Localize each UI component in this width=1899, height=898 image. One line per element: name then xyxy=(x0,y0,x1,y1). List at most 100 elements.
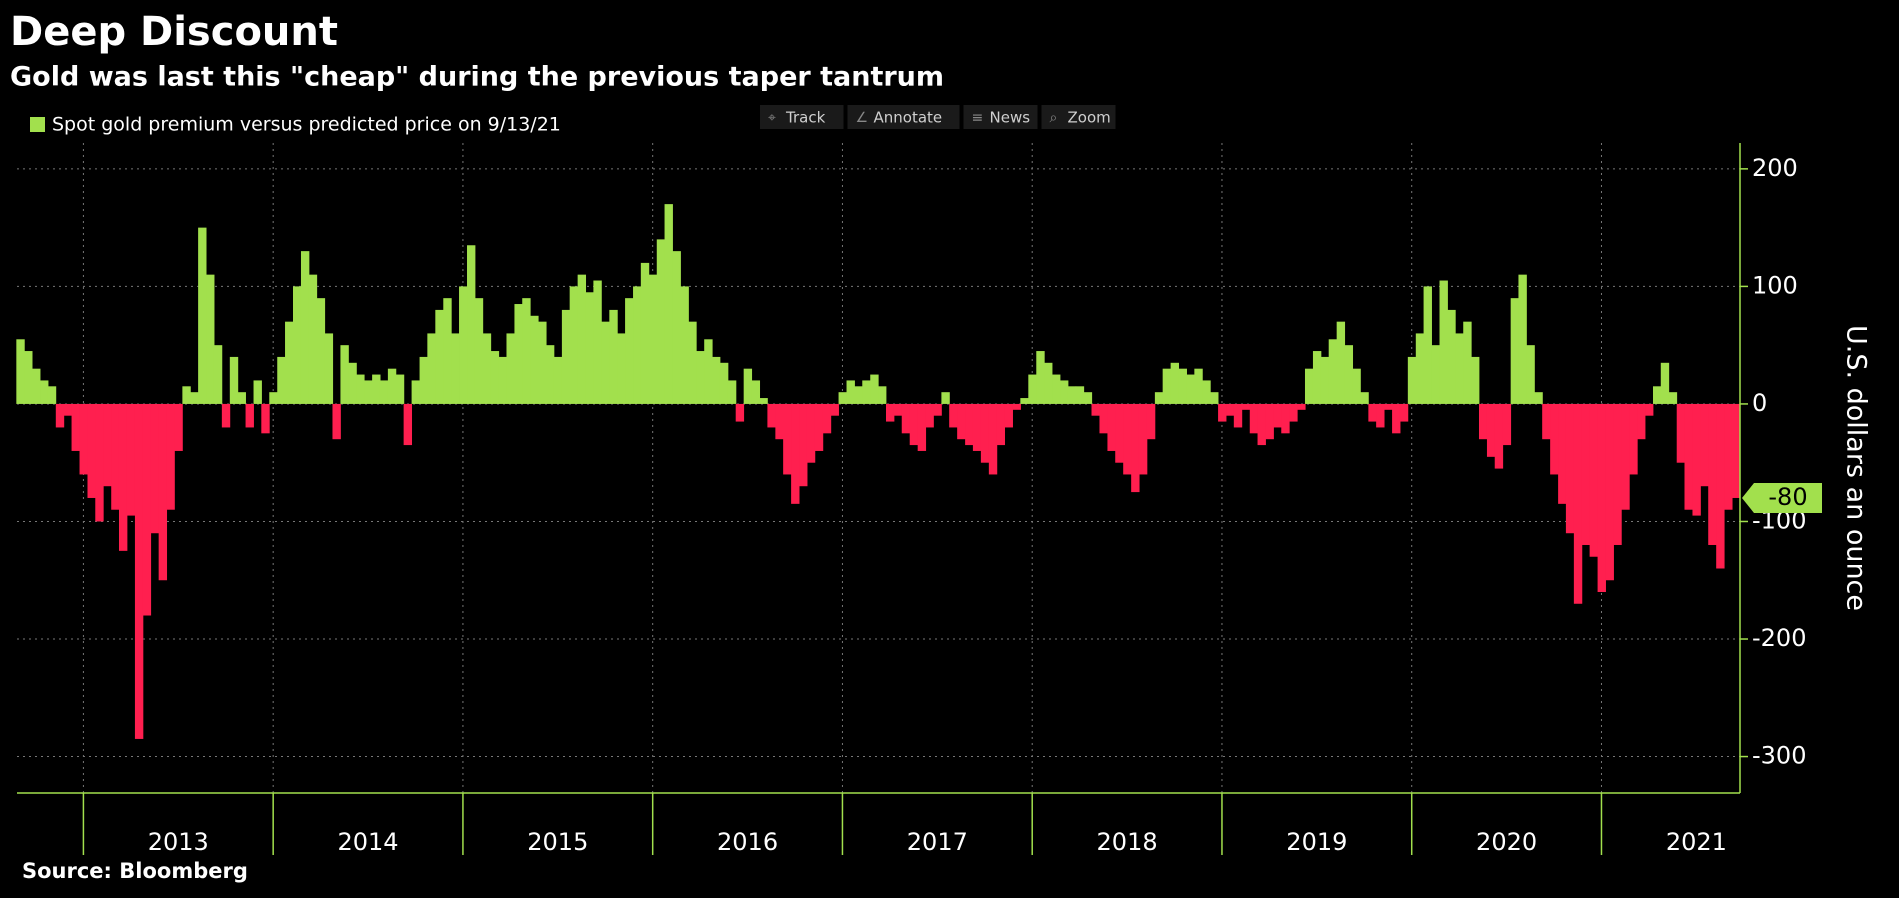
bar xyxy=(150,403,160,534)
bar xyxy=(174,403,183,451)
bar xyxy=(482,333,492,404)
bar xyxy=(87,403,96,498)
bar xyxy=(467,245,476,404)
bar xyxy=(704,339,713,404)
x-tick-label: 2018 xyxy=(1097,828,1158,856)
bar xyxy=(293,286,302,404)
bar xyxy=(917,403,927,451)
bar xyxy=(443,298,452,404)
bar xyxy=(285,321,294,404)
bar xyxy=(379,380,389,404)
bar xyxy=(735,403,745,422)
bar xyxy=(1415,333,1425,404)
bar xyxy=(925,403,934,428)
bar xyxy=(767,403,776,428)
bar xyxy=(1020,398,1029,404)
bar xyxy=(261,403,270,434)
bar xyxy=(822,403,832,434)
bar xyxy=(783,403,792,475)
bar xyxy=(1241,403,1251,410)
bar xyxy=(474,298,484,404)
bar xyxy=(1249,403,1259,434)
bar xyxy=(1684,403,1693,510)
toolbar-button[interactable]: ⌖ Track xyxy=(760,105,844,129)
bar xyxy=(593,280,602,404)
bar xyxy=(506,333,515,404)
bar xyxy=(538,321,547,404)
bar xyxy=(364,380,373,404)
bar xyxy=(514,304,523,404)
x-tick-label: 2021 xyxy=(1666,828,1727,856)
bar xyxy=(1360,392,1369,404)
bar xyxy=(1028,374,1037,404)
bar xyxy=(1170,362,1180,404)
bar xyxy=(1478,403,1488,440)
bar xyxy=(1455,333,1464,404)
bar xyxy=(1534,392,1543,404)
bar xyxy=(561,309,571,404)
bar xyxy=(878,386,887,404)
toolbar-label: Zoom xyxy=(1068,109,1111,127)
bar xyxy=(814,403,824,451)
bar xyxy=(711,356,721,404)
bar xyxy=(427,333,436,404)
bar xyxy=(158,403,168,581)
source: Source: Bloomberg xyxy=(22,859,248,883)
bar xyxy=(1550,403,1559,475)
bar xyxy=(1052,374,1061,404)
toolbar-button-bg xyxy=(760,105,844,129)
bar xyxy=(269,392,278,404)
bar xyxy=(553,356,563,404)
bar xyxy=(24,351,33,404)
bar xyxy=(1423,286,1432,404)
bar xyxy=(1154,392,1164,404)
legend-label: Spot gold premium versus predicted price… xyxy=(52,114,561,136)
bar xyxy=(1716,403,1725,569)
bar xyxy=(1399,403,1409,422)
bar xyxy=(1312,351,1322,404)
bar xyxy=(403,403,413,446)
bar xyxy=(870,374,879,404)
bar xyxy=(1565,403,1575,534)
last-value-label: -80 xyxy=(1768,483,1807,511)
bar xyxy=(1573,403,1583,604)
bar xyxy=(1060,380,1069,404)
toolbar-button[interactable]: ⌕ Zoom xyxy=(1041,105,1116,129)
bar xyxy=(1344,345,1354,404)
bar xyxy=(40,380,49,404)
bar xyxy=(190,392,199,404)
bar xyxy=(1186,374,1195,404)
bar xyxy=(625,298,634,404)
toolbar-button-bg xyxy=(1041,105,1116,129)
toolbar-button[interactable]: ≡ News xyxy=(963,105,1038,129)
bar xyxy=(633,286,642,404)
bar xyxy=(751,380,761,404)
bar xyxy=(1731,403,1741,498)
bar xyxy=(656,239,666,404)
bar xyxy=(118,403,128,551)
bar xyxy=(949,403,958,428)
bar xyxy=(1724,403,1733,510)
bar xyxy=(1226,403,1235,416)
bar xyxy=(435,309,444,404)
bar xyxy=(1115,403,1124,463)
bar xyxy=(846,380,855,404)
bar xyxy=(1328,339,1338,404)
bar xyxy=(348,362,357,404)
toolbar-button[interactable]: ∠ Annotate xyxy=(847,105,960,129)
bar xyxy=(395,374,405,404)
bar xyxy=(182,386,191,404)
bar xyxy=(55,403,65,428)
bar xyxy=(601,321,610,404)
bar xyxy=(1352,368,1361,404)
bar xyxy=(854,386,863,404)
bar xyxy=(719,362,729,404)
bar xyxy=(95,403,104,522)
bar xyxy=(1676,403,1686,463)
bar xyxy=(1542,403,1551,440)
bar xyxy=(1621,403,1630,510)
legend-swatch xyxy=(30,117,45,132)
bar xyxy=(79,403,88,475)
